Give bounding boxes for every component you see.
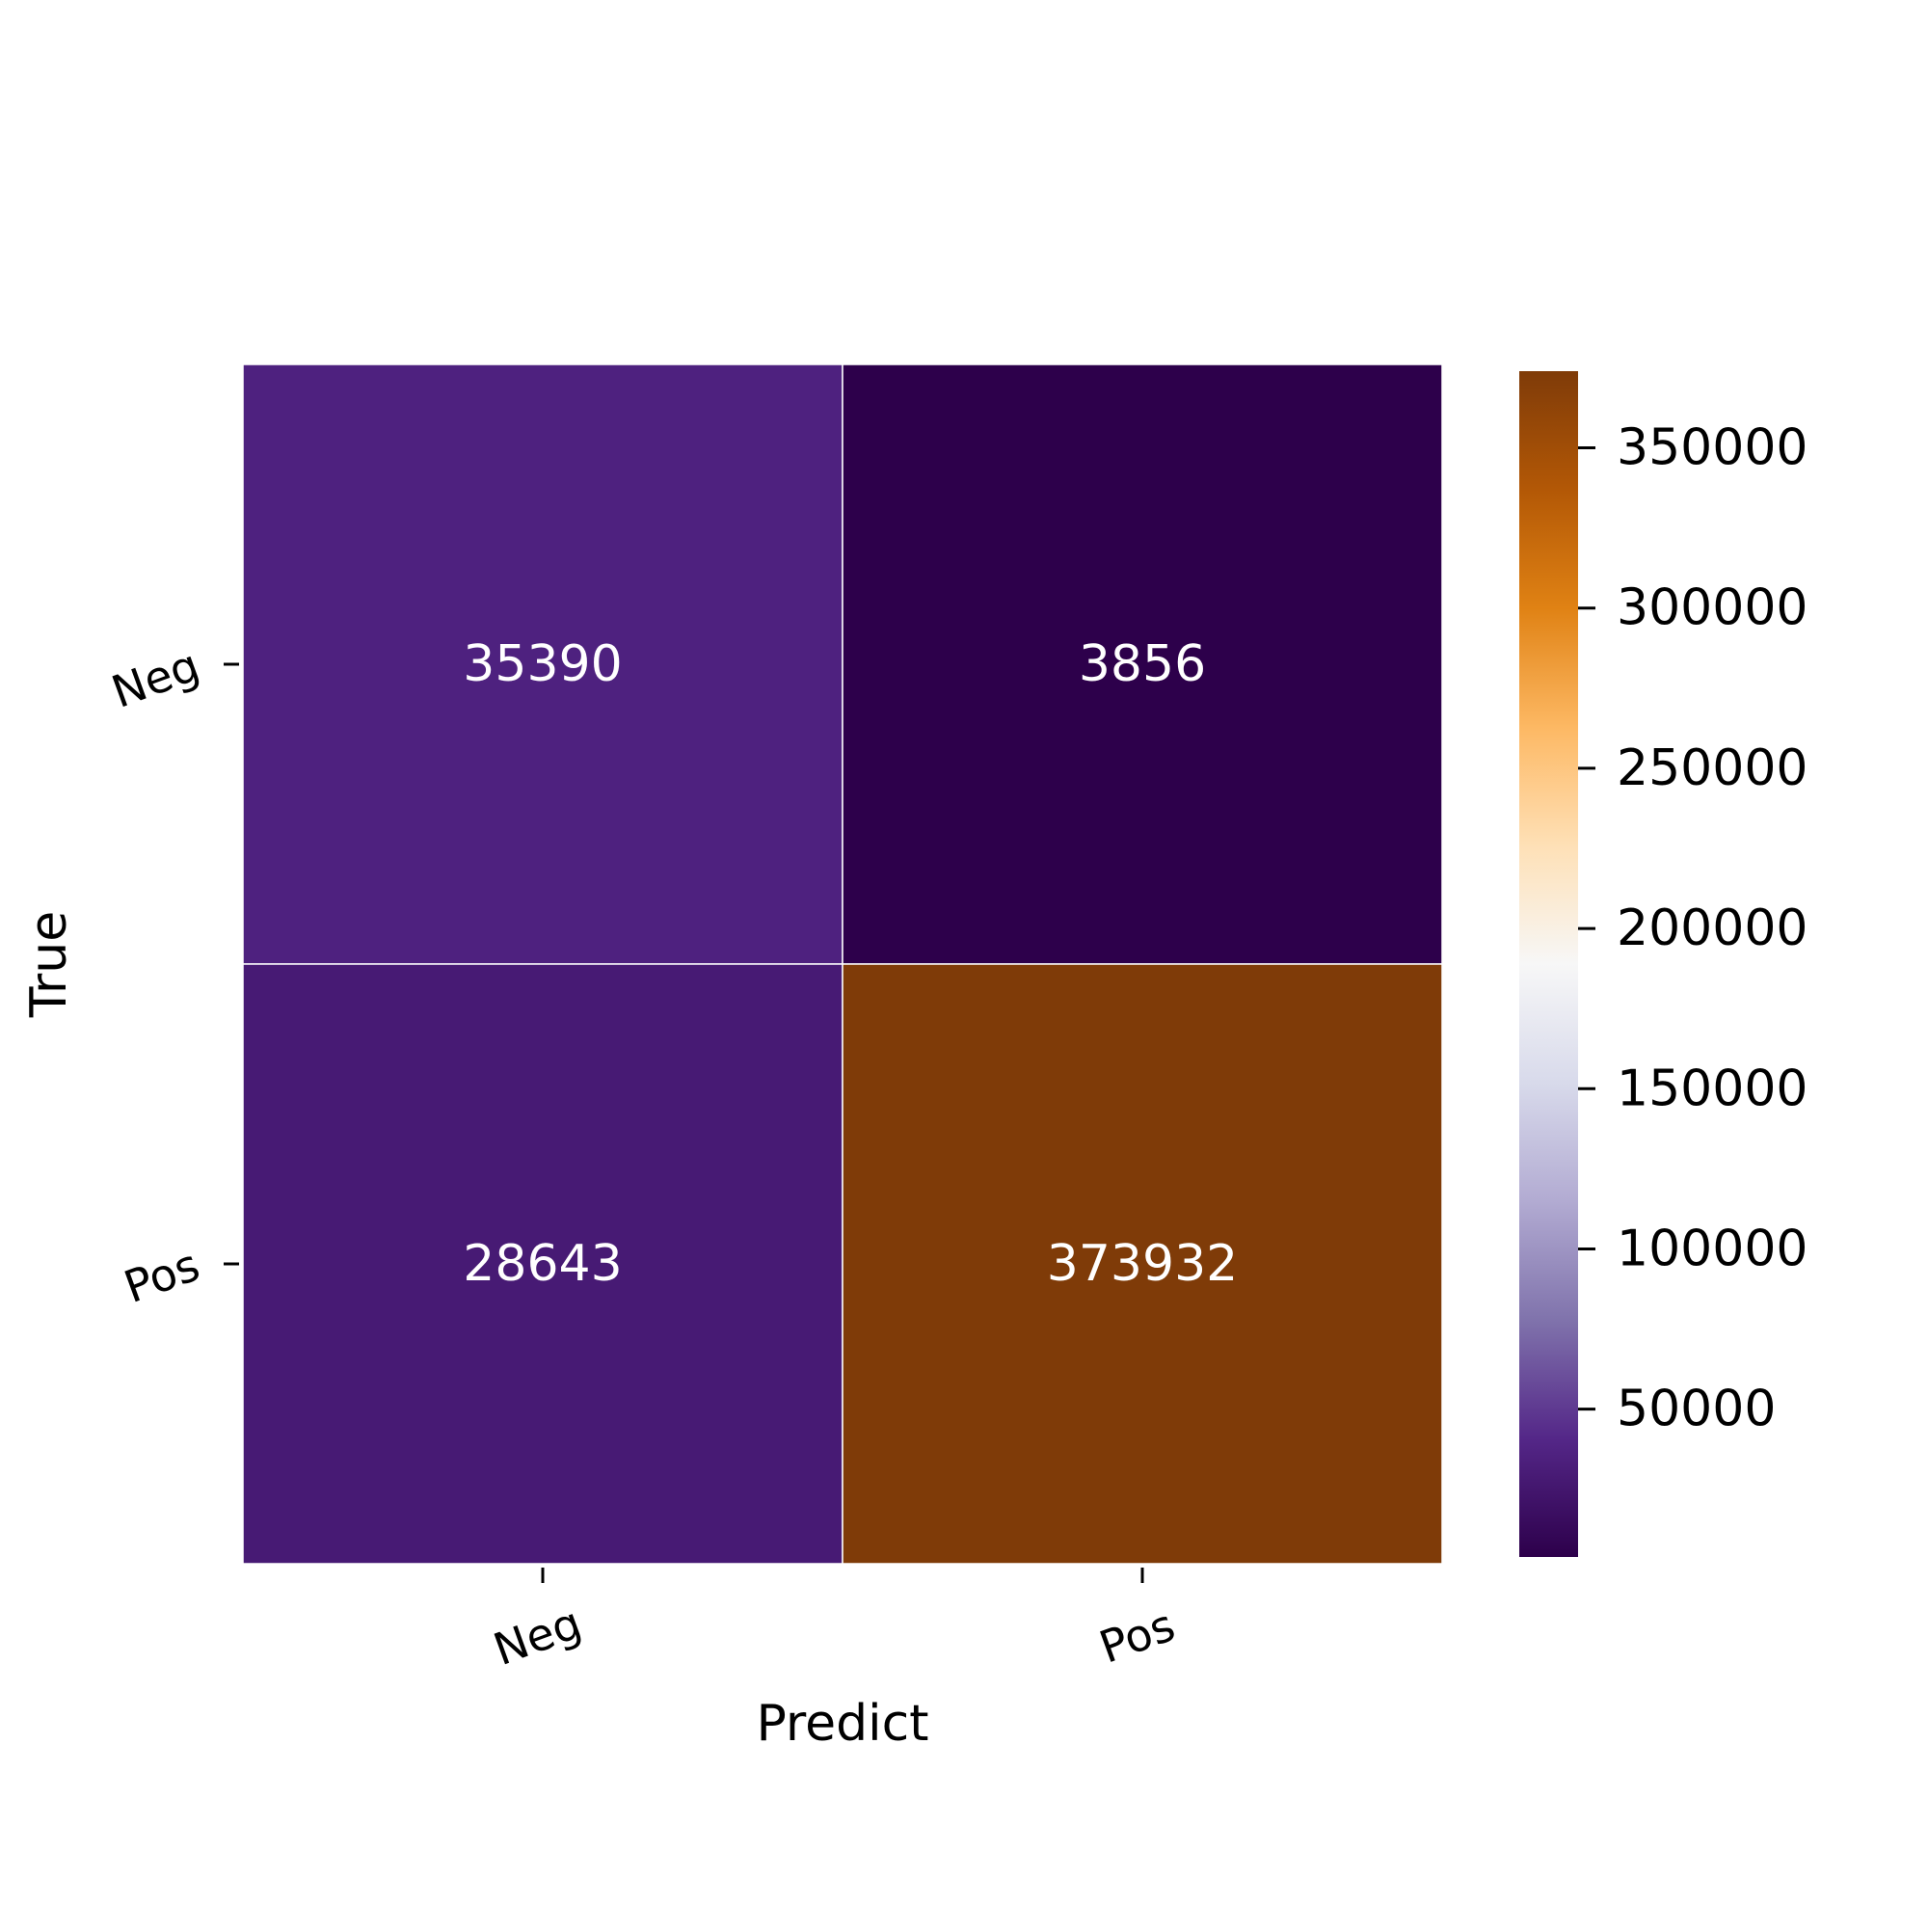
y-axis-label: True [20, 911, 78, 1018]
colorbar-tick-label: 200000 [1617, 899, 1808, 957]
cell-annotations: 35390 3856 28643 373932 [463, 635, 1238, 1293]
cell-value-label: 28643 [463, 1235, 622, 1293]
x-axis: Neg Pos [487, 1568, 1182, 1676]
heatmap-cell [242, 963, 844, 1565]
heatmap-cells [242, 363, 1443, 1565]
heatmap-cell [842, 963, 1443, 1565]
x-axis-label: Predict [756, 1695, 928, 1753]
heatmap-cell [242, 363, 844, 965]
heatmap-cell [842, 363, 1443, 965]
y-axis: Neg Pos [105, 639, 239, 1313]
cell-value-label: 35390 [463, 635, 622, 693]
x-tick-label: Pos [1093, 1598, 1182, 1673]
colorbar-tick-label: 50000 [1617, 1381, 1776, 1438]
y-tick-label: Neg [105, 639, 206, 718]
cell-value-label: 373932 [1047, 1235, 1239, 1293]
cell-value-label: 3856 [1079, 635, 1206, 693]
y-tick-label: Pos [118, 1239, 206, 1313]
colorbar-tick-label: 150000 [1617, 1060, 1808, 1117]
colorbar-tick-label: 250000 [1617, 739, 1808, 797]
colorbar: 50000 100000 150000 200000 250000 300000 35000… [1519, 371, 1808, 1557]
x-tick-label: Neg [487, 1597, 588, 1676]
colorbar-tick-label: 100000 [1617, 1220, 1808, 1277]
colorbar-gradient-bar [1519, 371, 1578, 1557]
colorbar-tick-label: 300000 [1617, 579, 1808, 637]
colorbar-tick-label: 350000 [1617, 419, 1808, 477]
